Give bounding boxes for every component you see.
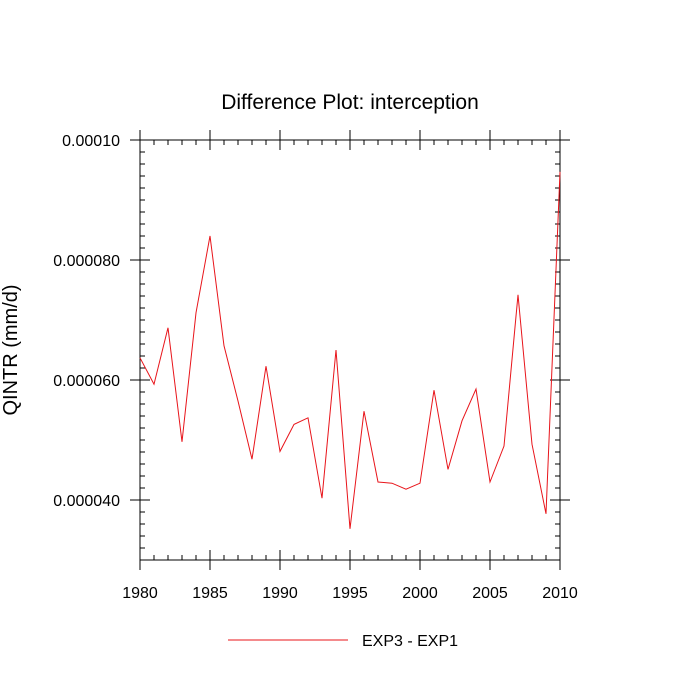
y-tick-label: 0.00010 — [62, 133, 120, 150]
y-tick-label: 0.000040 — [53, 493, 120, 510]
x-tick-label: 1980 — [122, 585, 158, 602]
x-tick-label: 2010 — [542, 585, 578, 602]
series-line — [139, 171, 561, 529]
legend: EXP3 - EXP1 — [228, 633, 458, 650]
x-tick-label: 1985 — [192, 585, 228, 602]
chart-title: Difference Plot: interception — [221, 91, 479, 114]
y-axis-label: QINTR (mm/d) — [0, 284, 22, 415]
legend-label: EXP3 - EXP1 — [362, 633, 458, 650]
x-tick-label: 2000 — [402, 585, 438, 602]
x-tick-label: 2005 — [472, 585, 508, 602]
plot-frame — [139, 139, 561, 561]
y-tick-label: 0.000060 — [53, 373, 120, 390]
plot-area: 1980 1985 1990 1995 2000 2005 2010 0.000040 0.00… — [53, 130, 578, 602]
y-tick-label: 0.000080 — [53, 253, 120, 270]
x-tick-label: 1990 — [262, 585, 298, 602]
x-tick-label: 1995 — [332, 585, 368, 602]
